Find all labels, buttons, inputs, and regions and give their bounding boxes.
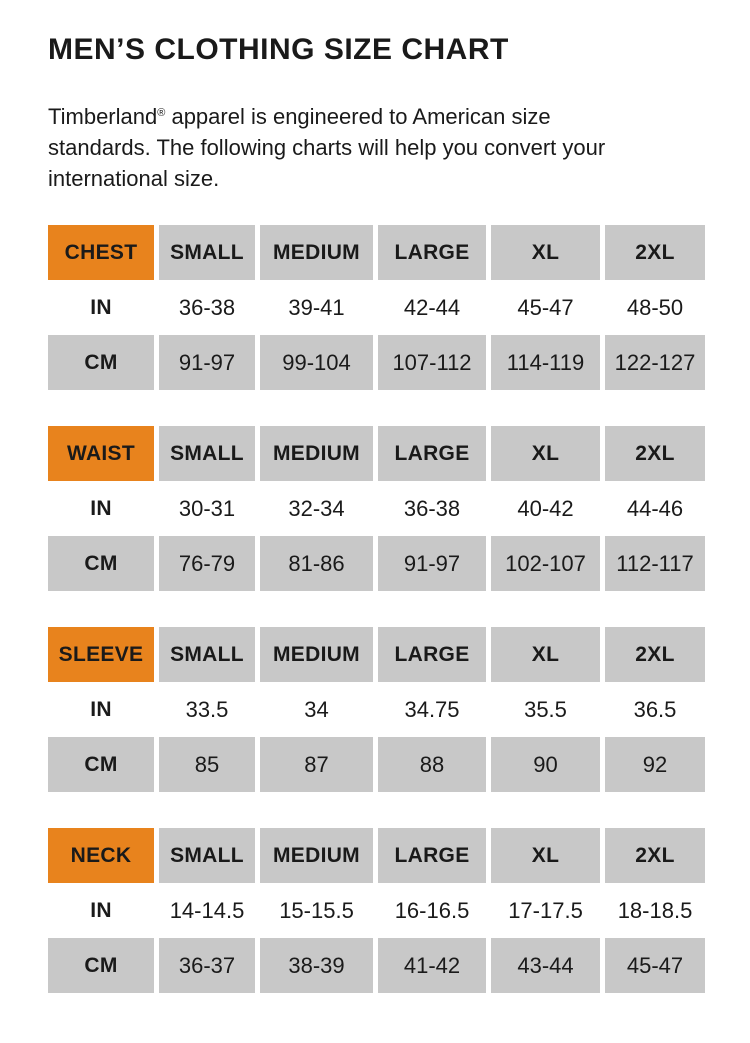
intro-paragraph: Timberland® apparel is engineered to Ame… xyxy=(48,98,705,194)
size-value: 36-38 xyxy=(403,495,461,521)
brand-name: Timberland xyxy=(48,104,158,129)
size-value: 81-86 xyxy=(260,536,373,591)
table-label-waist: WAIST xyxy=(48,426,154,481)
unit-label-cm: CM xyxy=(48,335,154,390)
size-value: 43-44 xyxy=(491,938,600,993)
column-header-small: SMALL xyxy=(159,627,255,682)
unit-label-cm: CM xyxy=(48,536,154,591)
column-header-large: LARGE xyxy=(378,225,486,280)
unit-label-cm: CM xyxy=(48,938,154,993)
size-value: 18-18.5 xyxy=(617,897,693,923)
page-title: MEN’S CLOTHING SIZE CHART xyxy=(48,33,509,66)
size-value: 41-42 xyxy=(378,938,486,993)
unit-label-cm: CM xyxy=(48,737,154,792)
column-header-medium: MEDIUM xyxy=(260,225,373,280)
size-value: 122-127 xyxy=(605,335,705,390)
column-header-medium: MEDIUM xyxy=(260,828,373,883)
size-value: 39-41 xyxy=(288,294,345,320)
size-value: 17-17.5 xyxy=(508,897,583,923)
intro-line-1-text: apparel is engineered to American size xyxy=(165,104,551,129)
size-value: 36-38 xyxy=(178,294,236,320)
size-value: 34 xyxy=(304,696,329,722)
column-header-large: LARGE xyxy=(378,627,486,682)
column-header-2xl: 2XL xyxy=(605,828,705,883)
size-value: 112-117 xyxy=(605,536,705,591)
size-value: 48-50 xyxy=(626,294,684,320)
size-value: 44-46 xyxy=(626,495,684,521)
column-header-large: LARGE xyxy=(378,426,486,481)
column-header-small: SMALL xyxy=(159,828,255,883)
size-value: 40-42 xyxy=(517,495,574,521)
column-header-xl: XL xyxy=(491,225,600,280)
size-value: 102-107 xyxy=(491,536,600,591)
size-value: 88 xyxy=(378,737,486,792)
size-value: 42-44 xyxy=(403,294,461,320)
size-value: 35.5 xyxy=(524,696,567,722)
size-value: 91-97 xyxy=(159,335,255,390)
chest-size-table: CHEST SMALL MEDIUM LARGE XL 2XL IN 36-38… xyxy=(48,225,705,390)
size-value: 114-119 xyxy=(491,335,600,390)
table-label-neck: NECK xyxy=(48,828,154,883)
unit-label-in: IN xyxy=(90,697,112,721)
size-value: 38-39 xyxy=(260,938,373,993)
column-header-2xl: 2XL xyxy=(605,225,705,280)
column-header-xl: XL xyxy=(491,828,600,883)
table-label-sleeve: SLEEVE xyxy=(48,627,154,682)
sleeve-size-table: SLEEVE SMALL MEDIUM LARGE XL 2XL IN 33.5… xyxy=(48,627,705,792)
waist-size-table: WAIST SMALL MEDIUM LARGE XL 2XL IN 30-31… xyxy=(48,426,705,591)
size-value: 99-104 xyxy=(260,335,373,390)
size-value: 16-16.5 xyxy=(394,897,470,923)
column-header-xl: XL xyxy=(491,627,600,682)
column-header-small: SMALL xyxy=(159,426,255,481)
unit-label-in: IN xyxy=(90,295,112,319)
size-value: 14-14.5 xyxy=(169,897,245,923)
column-header-medium: MEDIUM xyxy=(260,627,373,682)
size-value: 85 xyxy=(159,737,255,792)
size-value: 33.5 xyxy=(185,696,229,722)
size-value: 87 xyxy=(260,737,373,792)
column-header-large: LARGE xyxy=(378,828,486,883)
size-value: 91-97 xyxy=(378,536,486,591)
neck-size-table: NECK SMALL MEDIUM LARGE XL 2XL IN 14-14.… xyxy=(48,828,705,993)
column-header-medium: MEDIUM xyxy=(260,426,373,481)
unit-label-in: IN xyxy=(90,898,112,922)
intro-line-3: international size. xyxy=(48,166,220,191)
size-value: 36-37 xyxy=(159,938,255,993)
column-header-small: SMALL xyxy=(159,225,255,280)
intro-line-2: standards. The following charts will hel… xyxy=(48,135,606,160)
column-header-2xl: 2XL xyxy=(605,627,705,682)
size-value: 36.5 xyxy=(633,696,677,722)
size-value: 92 xyxy=(605,737,705,792)
size-chart-page: MEN’S CLOTHING SIZE CHART Timberland® ap… xyxy=(48,33,705,993)
size-value: 30-31 xyxy=(178,495,236,521)
size-value: 45-47 xyxy=(517,294,574,320)
size-value: 34.75 xyxy=(404,696,460,722)
table-label-chest: CHEST xyxy=(48,225,154,280)
size-value: 76-79 xyxy=(159,536,255,591)
registered-trademark-symbol: ® xyxy=(157,107,166,119)
unit-label-in: IN xyxy=(90,496,112,520)
column-header-xl: XL xyxy=(491,426,600,481)
size-value: 107-112 xyxy=(378,335,486,390)
size-value: 45-47 xyxy=(605,938,705,993)
intro-line-1: Timberland® apparel is engineered to Ame… xyxy=(48,98,705,132)
size-value: 90 xyxy=(491,737,600,792)
size-value: 15-15.5 xyxy=(279,897,354,923)
column-header-2xl: 2XL xyxy=(605,426,705,481)
size-value: 32-34 xyxy=(288,495,345,521)
